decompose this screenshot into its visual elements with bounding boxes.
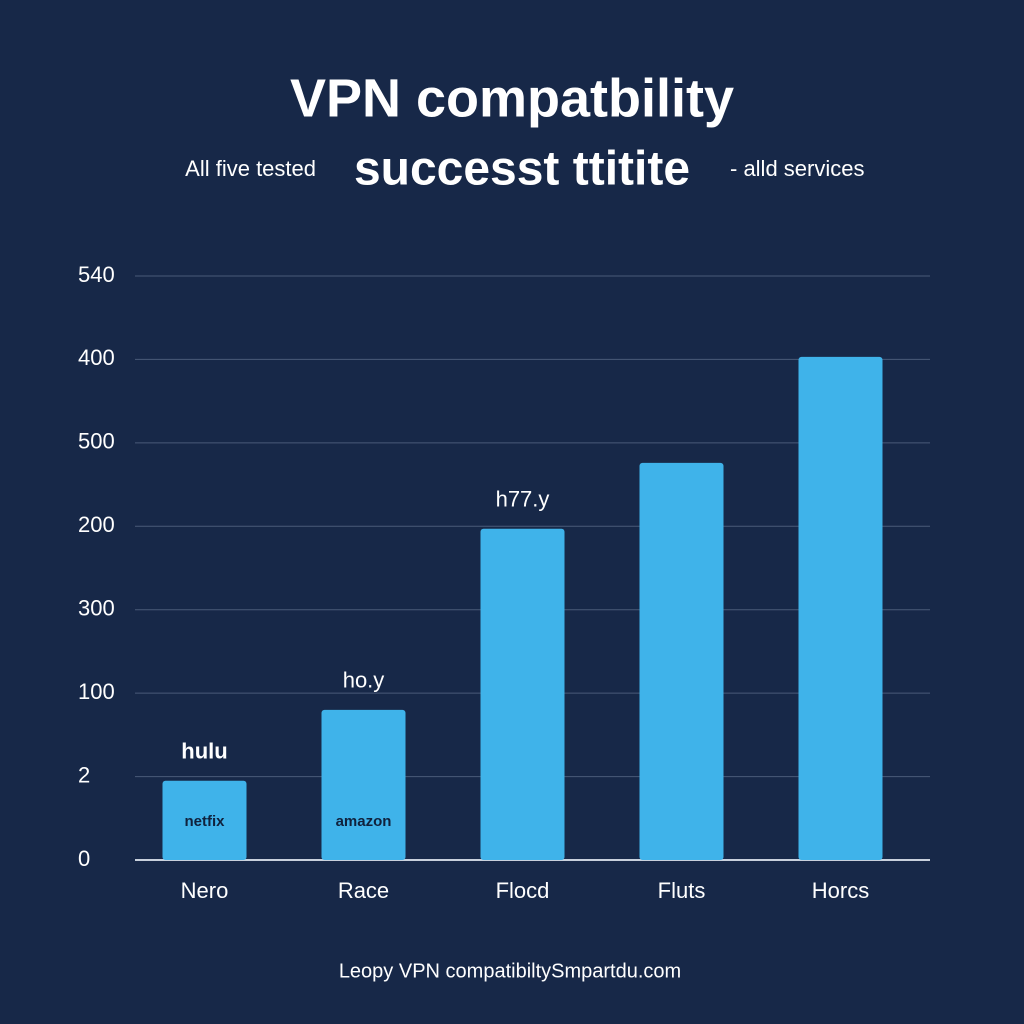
bar-logo: amazon: [336, 813, 392, 830]
y-tick-label: 500: [78, 429, 115, 454]
y-tick-label: 100: [78, 679, 115, 704]
bar: [162, 780, 247, 860]
chart-title: VPN compatbility: [290, 68, 734, 128]
y-tick-label: 300: [78, 596, 115, 621]
y-tick-label: 2: [78, 762, 90, 787]
footer: Leopy VPN compatibiltySmpartdu.com: [339, 960, 681, 982]
subtitle: successt ttitite: [354, 143, 690, 196]
x-tick-label: Race: [338, 878, 389, 903]
bar-label: ho.y: [343, 668, 385, 693]
y-tick-label: 200: [78, 512, 115, 537]
x-tick-label: Nero: [181, 878, 229, 903]
bar: [639, 462, 724, 860]
bar-label: hulu: [181, 739, 227, 764]
subtitle: - alld services: [730, 156, 864, 181]
bar: [798, 356, 883, 860]
y-tick-label: 400: [78, 345, 115, 370]
subtitle: All five tested: [185, 156, 316, 181]
bar-logo: netfix: [184, 813, 225, 830]
x-tick-label: Horcs: [812, 878, 869, 903]
x-tick-label: Flocd: [496, 878, 550, 903]
y-tick-label: 0: [78, 846, 90, 871]
bar: [321, 709, 406, 860]
y-tick-label: 540: [78, 262, 115, 287]
bar: [480, 528, 565, 860]
bar-label: h77.y: [496, 487, 550, 512]
x-tick-label: Fluts: [658, 878, 706, 903]
